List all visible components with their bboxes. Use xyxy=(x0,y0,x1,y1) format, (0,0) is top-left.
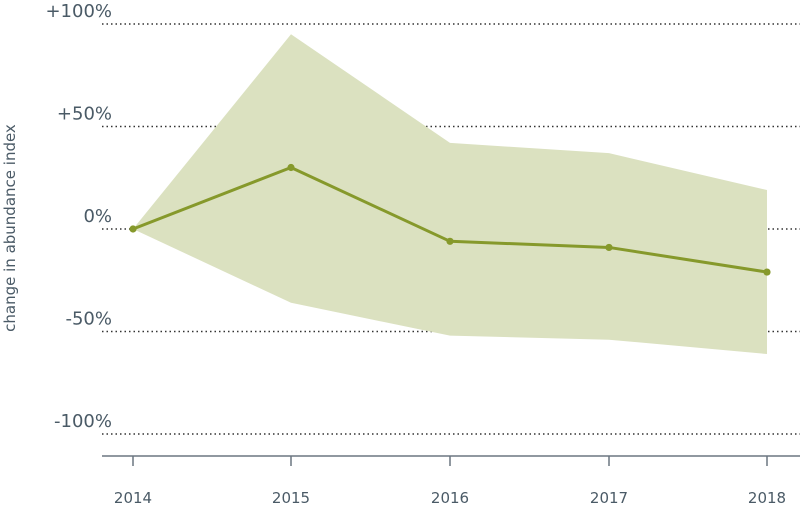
data-points xyxy=(129,163,771,276)
x-tick-label: 2015 xyxy=(272,489,310,507)
y-tick-labels: +100% +50% 0% -50% -100% xyxy=(45,1,112,432)
y-tick-label: 0% xyxy=(83,206,112,227)
data-point-2018 xyxy=(763,268,771,276)
y-tick-label: +50% xyxy=(57,104,112,125)
y-tick-label: +100% xyxy=(45,1,112,22)
x-tick-label: 2017 xyxy=(590,489,628,507)
confidence-band xyxy=(133,34,767,355)
x-tick-label: 2014 xyxy=(114,489,152,507)
data-point-2014 xyxy=(129,225,137,233)
x-ticks: 2014 2015 2016 2017 2018 xyxy=(114,456,786,507)
y-axis-title: change in abundance index xyxy=(1,124,19,332)
data-point-2016 xyxy=(446,237,454,245)
x-tick-label: 2016 xyxy=(431,489,469,507)
y-tick-label: -100% xyxy=(54,411,112,432)
y-tick-label: -50% xyxy=(65,309,112,330)
data-point-2015 xyxy=(287,163,295,172)
data-point-2017 xyxy=(605,243,613,252)
x-tick-label: 2018 xyxy=(748,489,786,507)
